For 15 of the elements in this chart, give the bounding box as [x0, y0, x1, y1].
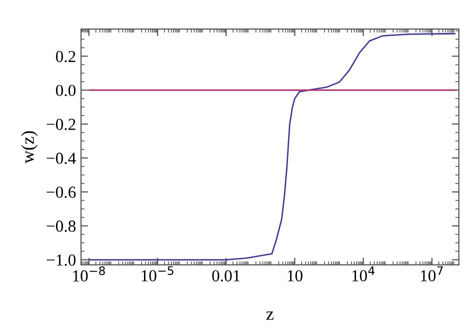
x-tick-label: 10$^{7}$ — [420, 266, 443, 282]
y-tick-label: −0.4 — [46, 152, 76, 164]
y-tick-label: 0.2 — [56, 50, 76, 62]
y-tick-label: −0.6 — [46, 186, 76, 198]
y-axis-title: w(z) — [21, 131, 38, 164]
x-tick-label: 10 — [288, 270, 302, 282]
x-tick-label: 10$^{−5}$ — [142, 266, 174, 282]
x-axis-title: z — [266, 312, 274, 320]
y-tick-label: −0.2 — [46, 118, 76, 130]
x-tick-label: 10$^{4}$ — [352, 266, 375, 282]
y-tick-label: −0.8 — [46, 220, 76, 232]
x-tick-label: 10$^{−8}$ — [73, 266, 105, 282]
y-tick-label: 0.0 — [56, 84, 76, 96]
x-tick-label: 0.01 — [212, 270, 240, 282]
y-tick-label: −1.0 — [46, 254, 76, 266]
